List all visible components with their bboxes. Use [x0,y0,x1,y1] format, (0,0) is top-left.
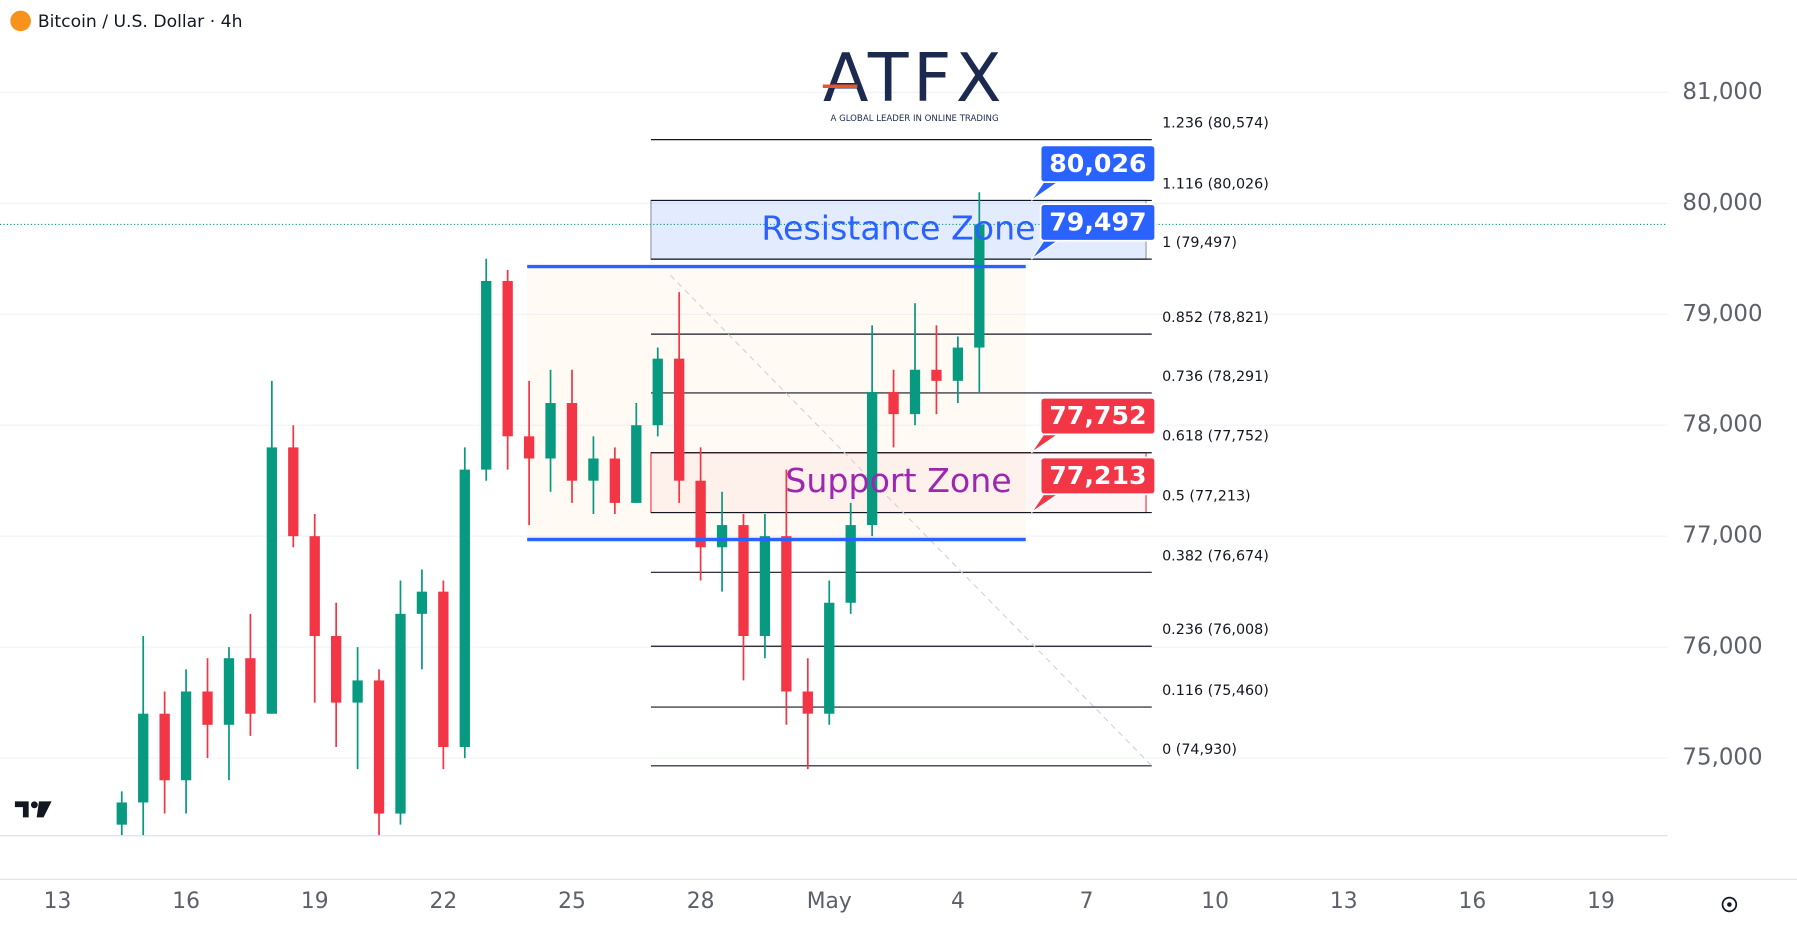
y-tick-label: 80,000 [1682,190,1762,216]
candle-body [716,525,728,548]
candle-body [781,536,792,692]
price-callout-label: 80,026 [1049,149,1146,178]
trend-line [670,274,1153,767]
candle-body [695,480,706,548]
x-tick-label: 19 [301,889,329,914]
fib-label: 0.236 (76,008) [1162,622,1269,638]
x-tick-label: 25 [558,889,586,914]
candle-body [395,613,406,814]
price-callout-label: 77,213 [1049,461,1146,490]
candle-body [373,680,385,814]
annotations: Resistance Zone Support Zone 80,026 79,497 7… [527,144,1157,542]
price-callout-label: 79,497 [1049,208,1146,237]
candle-body [609,458,621,503]
x-tick-label: 16 [172,889,200,914]
candle-body [502,280,513,437]
candle-body [180,691,192,781]
fib-label: 0.618 (77,752) [1162,429,1269,445]
x-tick-label: 13 [1330,889,1358,914]
price-callout-label: 77,752 [1049,401,1146,430]
settings-icon[interactable] [1721,896,1738,913]
x-tick-label: 19 [1587,889,1615,914]
candle-body [866,391,878,526]
candle-body [588,458,599,481]
fib-label: 0.852 (78,821) [1162,310,1269,326]
candle-body [738,525,749,637]
fib-label: 0.116 (75,460) [1162,683,1269,699]
x-tick-label: 16 [1459,889,1487,914]
candle-body [759,536,771,637]
x-tick-label: 7 [1080,889,1094,914]
candle-body [545,403,556,459]
symbol-icon [10,10,31,32]
candle-body [523,436,535,459]
candle-body [845,525,856,603]
candle-body [202,691,213,725]
candle-body [116,802,127,825]
y-tick-label: 81,000 [1682,79,1762,105]
zone-label: Resistance Zone [761,208,1035,247]
symbol-title: Bitcoin / U.S. Dollar · 4h [38,12,243,32]
candle-body [223,658,235,725]
y-tick-label: 76,000 [1682,634,1762,660]
fib-label: 1.236 (80,574) [1162,116,1269,132]
candle-body [952,347,964,381]
candle-body [909,369,921,415]
candle-body [824,602,835,714]
logo-tagline: A GLOBAL LEADER IN ONLINE TRADING [830,114,998,124]
tv-logo [14,801,52,818]
candle-body [974,224,985,348]
price-callout [1039,203,1157,242]
candle-body [674,358,685,481]
candle-body [459,469,470,747]
candle-body [931,369,942,381]
fib-label: 0.382 (76,674) [1162,548,1269,564]
candle-body [266,447,277,714]
candle-body [888,391,899,415]
fib-label: 1 (79,497) [1162,235,1237,251]
price-callout [1039,144,1157,183]
grid [0,91,1668,759]
candle-body [331,636,342,703]
candle-body [352,680,363,703]
y-tick-label: 78,000 [1682,412,1762,438]
price-callout [1039,396,1157,436]
candle-body [138,713,149,803]
candle-body [245,658,256,714]
candle-body [631,425,642,503]
y-tick-label: 79,000 [1682,301,1762,327]
fib-label: 0 (74,930) [1162,742,1237,758]
price-callout [1039,456,1157,496]
zone-label: Support Zone [785,461,1011,500]
x-tick-label: 22 [429,889,457,914]
candle-body [288,447,299,537]
x-tick-label: May [807,889,852,914]
fib-label: 0.736 (78,291) [1162,369,1269,385]
candle-body [652,358,663,426]
candle-body [481,280,492,470]
candle-body [802,691,813,714]
x-tick-label: 4 [951,889,965,914]
fib-label: 1.116 (80,026) [1162,176,1269,192]
candle-body [566,403,578,481]
x-tick-label: 10 [1201,889,1229,914]
y-tick-label: 77,000 [1682,523,1762,549]
logo: ATFX [823,39,1006,117]
candle-body [309,536,320,637]
settings-icon-dot [1727,902,1732,907]
candles [116,192,985,836]
y-tick-label: 75,000 [1682,745,1762,771]
fib-label: 0.5 (77,213) [1162,488,1251,504]
x-tick-label: 13 [44,889,72,914]
x-tick-label: 28 [687,889,715,914]
candle-body [159,713,170,781]
candle-body [438,591,449,747]
candle-body [416,591,428,614]
